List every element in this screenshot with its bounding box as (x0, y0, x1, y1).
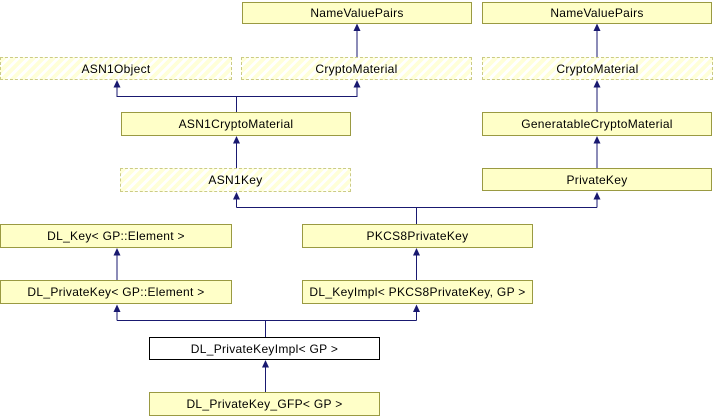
class-node-dl-privatekeyimpl: DL_PrivateKeyImpl< GP > (149, 337, 380, 360)
arrowhead (233, 192, 240, 200)
arrowhead (593, 80, 601, 88)
class-node-namevaluepairs-right[interactable]: NameValuePairs (482, 2, 712, 24)
arrowhead (413, 304, 420, 312)
edge-asn1cryptomaterial-to-parents (116, 86, 358, 112)
class-node-cryptomaterial-left: CryptoMaterial (241, 57, 472, 80)
class-node-dl-key[interactable]: DL_Key< GP::Element > (0, 224, 232, 248)
arrowhead (262, 360, 269, 368)
edge-dl-privatekeyimpl-to-parents (116, 311, 417, 337)
class-node-dl-keyimpl[interactable]: DL_KeyImpl< PKCS8PrivateKey, GP > (302, 280, 533, 304)
class-node-privatekey[interactable]: PrivateKey (482, 168, 712, 191)
class-node-namevaluepairs-left[interactable]: NameValuePairs (242, 2, 472, 24)
arrowhead (353, 23, 361, 31)
class-node-asn1key: ASN1Key (120, 168, 351, 192)
arrowhead (233, 136, 240, 144)
class-node-cryptomaterial-right: CryptoMaterial (482, 57, 713, 80)
arrowhead (413, 248, 420, 256)
class-node-asn1object: ASN1Object (0, 57, 232, 80)
arrowhead (113, 80, 121, 88)
class-node-dl-privatekey-gfp[interactable]: DL_PrivateKey_GFP< GP > (149, 392, 380, 416)
arrowhead (593, 136, 601, 144)
class-node-dl-privatekey[interactable]: DL_PrivateKey< GP::Element > (0, 280, 232, 304)
class-node-asn1cryptomaterial[interactable]: ASN1CryptoMaterial (121, 112, 351, 136)
class-node-generatablecryptomaterial[interactable]: GeneratableCryptoMaterial (482, 112, 712, 136)
arrowhead (113, 248, 121, 256)
arrowhead (593, 23, 601, 31)
arrowhead (593, 192, 601, 200)
arrowhead (113, 304, 121, 312)
class-node-pkcs8privatekey[interactable]: PKCS8PrivateKey (302, 224, 533, 248)
arrowhead (353, 80, 361, 88)
edge-pkcs8privatekey-to-parents (236, 198, 598, 224)
